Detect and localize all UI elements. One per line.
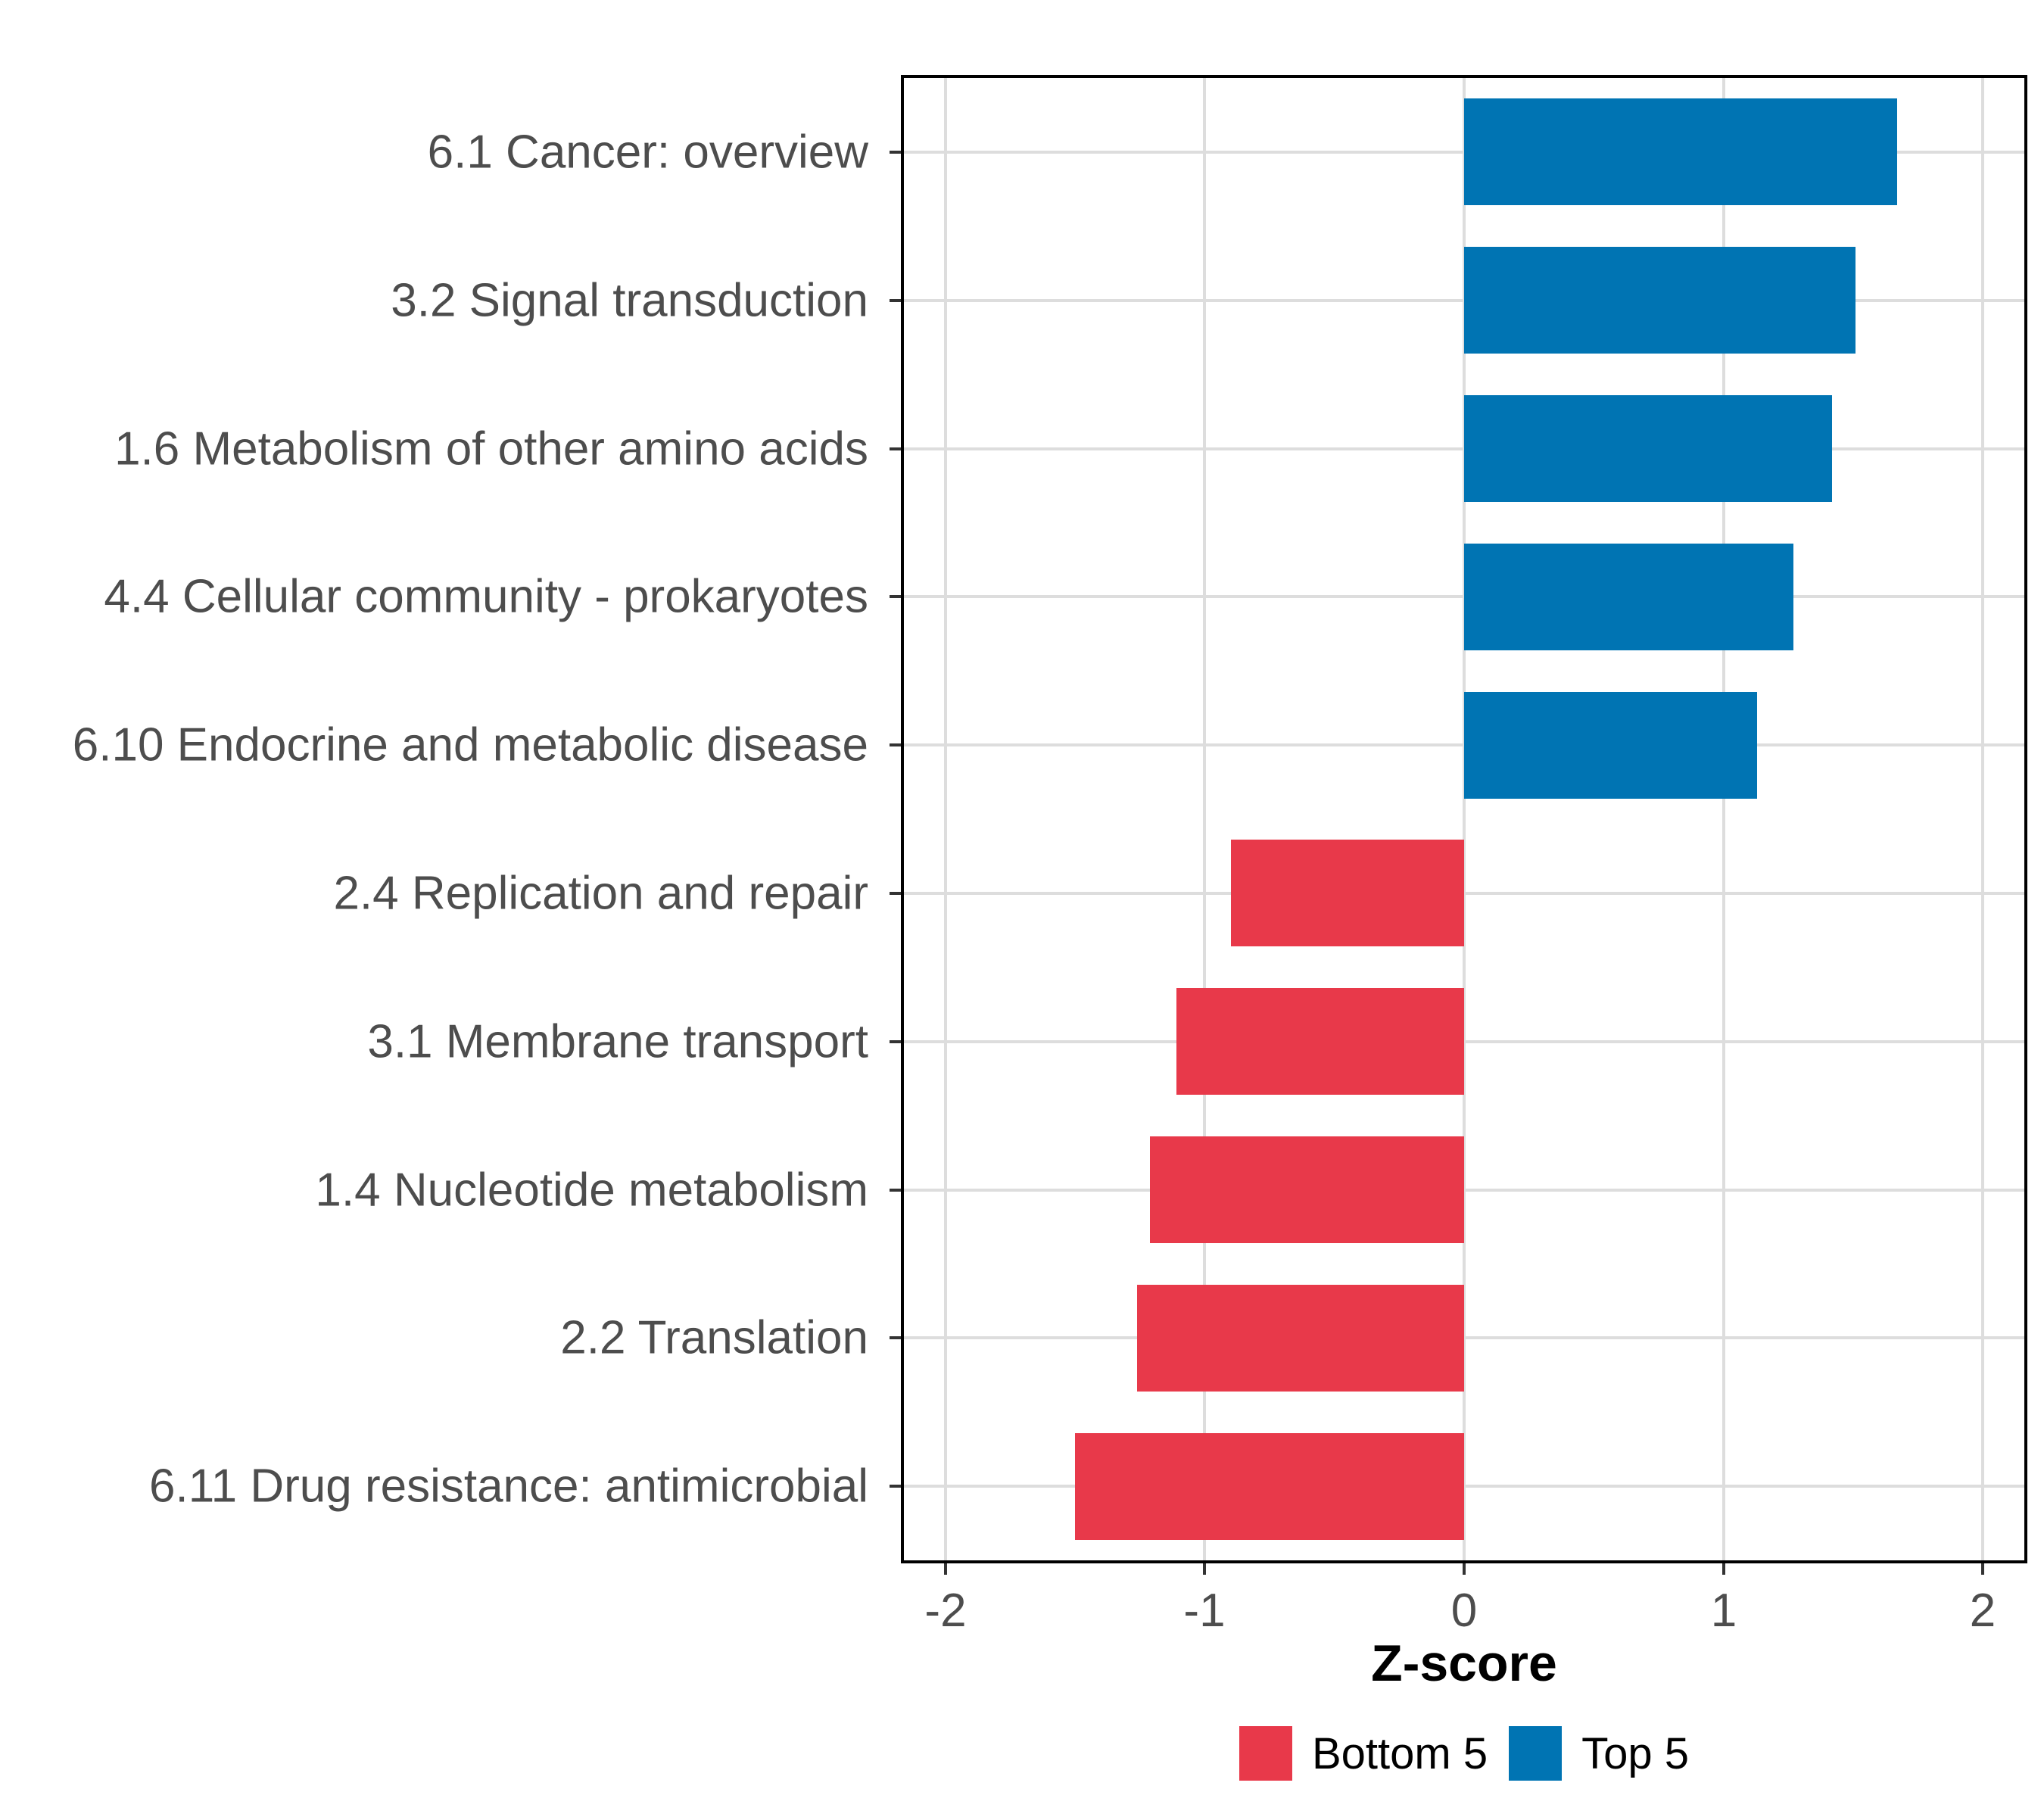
- bar-3: [1464, 395, 1832, 502]
- bar-6: [1231, 840, 1464, 946]
- y-tick-mark: [890, 1485, 901, 1488]
- legend-item-top-5: Top 5: [1509, 1726, 1689, 1781]
- legend: Bottom 5 Top 5: [901, 1726, 2027, 1781]
- y-tick-label: 2.4 Replication and repair: [333, 867, 868, 920]
- y-tick-mark: [890, 151, 901, 154]
- y-tick-mark: [890, 892, 901, 895]
- legend-key-swatch: [1509, 1726, 1563, 1781]
- y-tick-mark: [890, 743, 901, 746]
- x-tick-label: 0: [1450, 1585, 1478, 1637]
- bar-7: [1176, 988, 1464, 1095]
- x-gridline: [1463, 78, 1466, 1560]
- y-gridline: [904, 1336, 2024, 1339]
- x-gridline: [1203, 78, 1206, 1560]
- y-gridline: [904, 1040, 2024, 1043]
- y-tick-label: 6.11 Drug resistance: antimicrobial: [149, 1460, 868, 1513]
- x-tick-label: 1: [1710, 1585, 1737, 1637]
- bar-5: [1464, 692, 1757, 799]
- y-tick-label: 6.10 Endocrine and metabolic disease: [72, 718, 868, 771]
- y-tick-label: 1.4 Nucleotide metabolism: [315, 1164, 868, 1217]
- x-tick-label: 2: [1969, 1585, 1996, 1637]
- legend-key-swatch: [1239, 1726, 1292, 1781]
- y-tick-label: 2.2 Translation: [560, 1311, 868, 1364]
- x-tick-mark: [1981, 1563, 1984, 1575]
- x-tick-mark: [1463, 1563, 1466, 1575]
- y-tick-mark: [890, 1040, 901, 1043]
- y-tick-mark: [890, 1189, 901, 1192]
- x-tick-mark: [1722, 1563, 1725, 1575]
- bar-9: [1137, 1285, 1464, 1392]
- bar-1: [1464, 98, 1897, 205]
- y-axis-labels: 6.1 Cancer: overview 3.2 Signal transduct…: [0, 75, 868, 1563]
- y-tick-label: 3.1 Membrane transport: [367, 1015, 868, 1068]
- y-tick-mark: [890, 299, 901, 302]
- bar-10: [1075, 1433, 1464, 1540]
- y-tick-label: 6.1 Cancer: overview: [427, 126, 868, 179]
- y-gridline: [904, 892, 2024, 895]
- legend-label: Bottom 5: [1311, 1728, 1488, 1778]
- bar-8: [1150, 1136, 1464, 1243]
- legend-label: Top 5: [1581, 1728, 1689, 1778]
- y-gridline: [904, 1485, 2024, 1488]
- y-gridline: [904, 1189, 2024, 1192]
- plot-panel: [901, 75, 2027, 1563]
- x-tick-mark: [944, 1563, 947, 1575]
- y-tick-mark: [890, 595, 901, 598]
- x-tick-mark: [1203, 1563, 1206, 1575]
- bar-4: [1464, 544, 1793, 650]
- x-gridline: [1981, 78, 1984, 1560]
- bar-2: [1464, 247, 1855, 354]
- y-tick-label: 1.6 Metabolism of other amino acids: [114, 422, 868, 475]
- y-tick-mark: [890, 1336, 901, 1339]
- x-axis-title: Z-score: [1371, 1635, 1557, 1692]
- x-gridline: [1722, 78, 1725, 1560]
- x-tick-label: -2: [924, 1585, 967, 1637]
- legend-item-bottom-5: Bottom 5: [1239, 1726, 1488, 1781]
- x-tick-label: -1: [1183, 1585, 1226, 1637]
- y-tick-label: 3.2 Signal transduction: [391, 274, 868, 327]
- y-tick-label: 4.4 Cellular community - prokaryotes: [104, 570, 868, 623]
- x-gridline: [944, 78, 947, 1560]
- y-tick-mark: [890, 447, 901, 450]
